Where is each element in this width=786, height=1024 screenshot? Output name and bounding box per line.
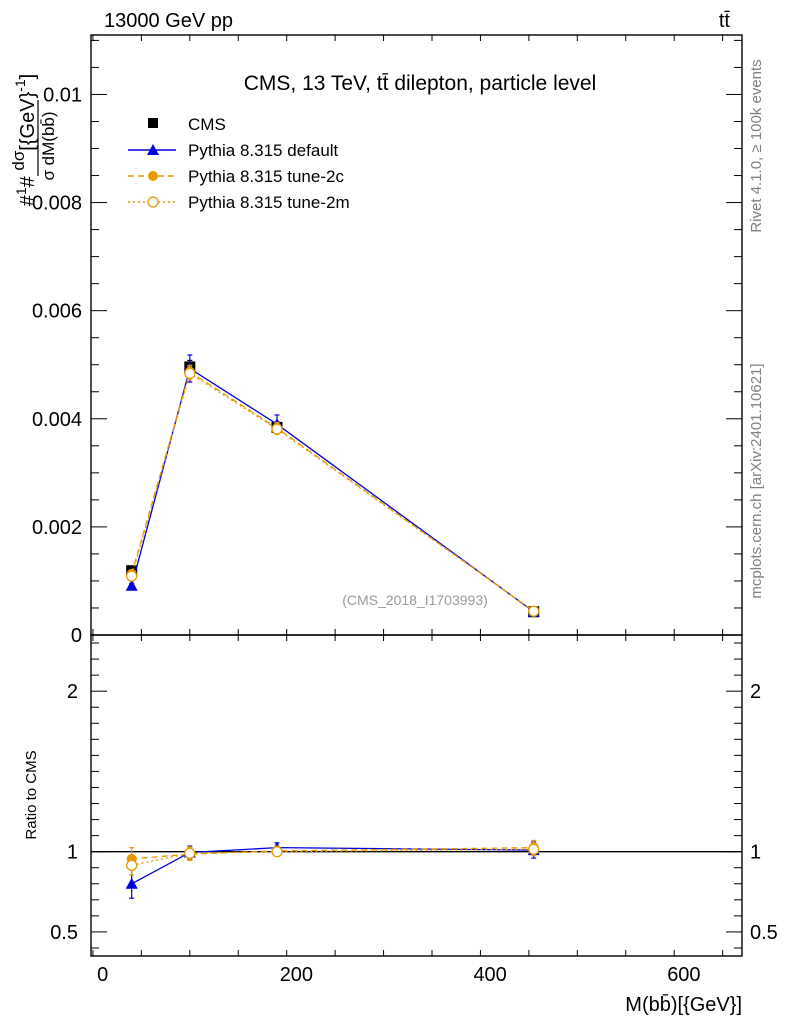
x-axis-title: M(bb̄)[{GeV}]	[625, 993, 742, 1016]
header-final-state-label: tt̄	[719, 10, 731, 32]
series-line-tune2m	[131, 372, 535, 612]
y-axis-title-denominator: σ dM(bb̄)	[39, 111, 58, 180]
legend-label-default: Pythia 8.315 default	[188, 141, 339, 160]
analysis-watermark: (CMS_2018_I1703993)	[342, 592, 488, 608]
y-axis-title-text: #1# dσ[{GeV}-1]	[9, 74, 39, 207]
ratio-point-tune2m	[271, 846, 283, 858]
legend-item-default: Pythia 8.315 default	[128, 141, 339, 160]
ratio-point-tune2m	[528, 843, 540, 855]
ratio-panel: 0 200 400 600 0.5 0.5 1 1 2 2 Ratio to CMS	[23, 634, 778, 986]
rivet-version-label: Rivet 4.1.0, ≥ 100k events	[748, 59, 765, 232]
main-series-layer	[125, 354, 540, 618]
data-point-tune2m	[528, 605, 540, 617]
legend-item-cms: CMS	[148, 115, 226, 134]
legend-marker-tune2m	[147, 196, 159, 208]
main-axis-ticks: 0 0.002 0.004 0.006 0.008 0.01	[32, 35, 742, 647]
ratio-point-tune2m	[126, 859, 138, 871]
legend-marker-default	[147, 144, 159, 155]
y-tick-label: 0	[71, 625, 82, 647]
ratio-panel-frame	[90, 634, 743, 957]
ratio-point-tune2m	[184, 847, 196, 859]
data-point-tune2m	[184, 367, 196, 380]
ratio-tick-label-right: 1	[750, 842, 761, 864]
ratio-series-layer	[125, 839, 540, 899]
legend-marker-cms	[148, 118, 158, 128]
ratio-tick-label-right: 0.5	[750, 922, 778, 944]
mcplots-credit-label: mcplots.cern.ch [arXiv:2401.10621]	[748, 363, 765, 598]
data-point-tune2m	[126, 570, 138, 582]
legend-item-tune2c: Pythia 8.315 tune-2c	[128, 167, 344, 186]
legend: CMS Pythia 8.315 default Pythia 8.315 tu…	[128, 115, 350, 212]
ratio-point-default	[125, 877, 138, 889]
data-point-default	[125, 579, 138, 591]
ratio-tick-label-left: 2	[67, 681, 78, 703]
ratio-tick-label-left: 0.5	[50, 922, 78, 944]
main-panel: 0 0.002 0.004 0.006 0.008 0.01 CMS, 13 TeV, t…	[9, 34, 743, 647]
ratio-axis-label: Ratio to CMS	[23, 750, 40, 839]
legend-label-cms: CMS	[188, 115, 226, 134]
data-point-tune2m	[271, 423, 283, 435]
ratio-tick-label-right: 2	[750, 681, 761, 703]
legend-item-tune2m: Pythia 8.315 tune-2m	[128, 193, 350, 212]
ratio-line-tune2c	[131, 847, 534, 860]
x-tick-label: 600	[667, 964, 700, 986]
x-tick-label: 200	[280, 964, 313, 986]
legend-label-tune2m: Pythia 8.315 tune-2m	[188, 193, 350, 212]
header-process-label: 13000 GeV pp	[104, 10, 233, 32]
x-tick-label: 400	[473, 964, 506, 986]
y-tick-label: 0.004	[32, 409, 82, 431]
ratio-axis-ticks: 0 200 400 600 0.5 0.5 1 1 2 2	[50, 635, 778, 986]
x-tick-label: 0	[97, 964, 108, 986]
y-tick-label: 0.006	[32, 301, 82, 323]
chart-title: CMS, 13 TeV, tt̄ dilepton, particle leve…	[244, 72, 597, 95]
y-tick-label: 0.01	[43, 84, 82, 106]
ratio-tick-label-left: 1	[67, 842, 78, 864]
y-tick-label: 0.002	[32, 517, 82, 539]
legend-label-tune2c: Pythia 8.315 tune-2c	[188, 167, 344, 186]
series-line-tune2c	[131, 370, 535, 612]
series-line-default	[131, 367, 535, 613]
legend-marker-tune2c	[148, 171, 158, 181]
y-tick-label: 0.008	[32, 193, 82, 215]
